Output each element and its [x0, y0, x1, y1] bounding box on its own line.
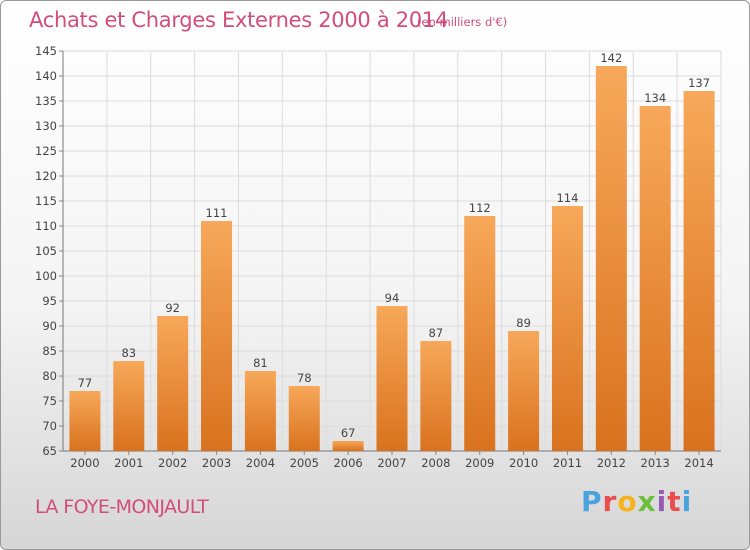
bar — [420, 341, 452, 451]
data-label: 87 — [429, 326, 444, 340]
x-tick-label: 2012 — [597, 456, 626, 470]
data-label: 111 — [206, 206, 228, 220]
x-tick-label: 2003 — [202, 456, 231, 470]
bar — [288, 386, 320, 451]
y-tick-label: 95 — [42, 294, 57, 308]
x-tick-label: 2011 — [553, 456, 582, 470]
data-label: 112 — [469, 201, 491, 215]
bar — [157, 316, 189, 451]
x-tick-label: 2000 — [70, 456, 99, 470]
bar — [639, 106, 671, 451]
bar — [332, 441, 364, 451]
x-tick-label: 2010 — [509, 456, 538, 470]
bar — [595, 66, 627, 451]
y-tick-label: 90 — [42, 319, 57, 333]
y-tick-label: 100 — [35, 269, 57, 283]
data-label: 92 — [165, 301, 180, 315]
labels: 65 70 75 80 85 90 95 100 105 110 115 120 125 130 135 14… — [35, 44, 714, 470]
brand-letter: P — [581, 485, 603, 518]
y-tick-label: 110 — [35, 219, 57, 233]
data-label: 77 — [78, 376, 93, 390]
bar — [551, 206, 583, 451]
bars — [69, 66, 715, 451]
data-label: 114 — [556, 191, 578, 205]
data-label: 67 — [341, 426, 356, 440]
data-label: 137 — [688, 76, 710, 90]
x-tick-label: 2009 — [465, 456, 494, 470]
brand-letter: o — [617, 485, 638, 518]
x-tick-label: 2007 — [377, 456, 406, 470]
x-tick-label: 2001 — [114, 456, 143, 470]
proxiti-logo[interactable]: Proxiti — [581, 485, 692, 518]
bar — [508, 331, 540, 451]
y-tick-label: 85 — [42, 344, 57, 358]
commune-name: LA FOYE-MONJAULT — [35, 496, 209, 518]
bar — [69, 391, 101, 451]
data-label: 83 — [121, 346, 136, 360]
y-tick-label: 75 — [42, 394, 57, 408]
bar — [376, 306, 408, 451]
x-tick-label: 2013 — [641, 456, 670, 470]
y-tick-label: 135 — [35, 94, 57, 108]
bar — [201, 221, 233, 451]
bar — [464, 216, 496, 451]
y-tick-label: 65 — [42, 444, 57, 458]
bar — [113, 361, 145, 451]
bar — [244, 371, 276, 451]
y-tick-label: 115 — [35, 194, 57, 208]
y-tick-label: 140 — [35, 69, 57, 83]
data-label: 142 — [600, 51, 622, 65]
y-tick-label: 125 — [35, 144, 57, 158]
data-label: 134 — [644, 91, 666, 105]
brand-letter: x — [637, 485, 657, 518]
y-tick-label: 70 — [42, 419, 57, 433]
y-tick-label: 130 — [35, 119, 57, 133]
chart-unit: (en milliers d'€) — [417, 15, 508, 29]
y-tick-label: 145 — [35, 44, 57, 58]
y-tick-label: 105 — [35, 244, 57, 258]
x-tick-label: 2008 — [421, 456, 450, 470]
x-tick-label: 2002 — [158, 456, 187, 470]
x-tick-label: 2006 — [333, 456, 362, 470]
brand-letter: r — [602, 485, 618, 518]
data-label: 89 — [516, 316, 531, 330]
bar — [683, 91, 715, 451]
x-tick-label: 2014 — [684, 456, 713, 470]
data-label: 94 — [385, 291, 400, 305]
brand-letter: t — [667, 485, 682, 518]
brand-letter: i — [656, 485, 668, 518]
chart-title: Achats et Charges Externes 2000 à 2014 — [29, 8, 449, 32]
data-label: 81 — [253, 356, 268, 370]
y-tick-label: 120 — [35, 169, 57, 183]
x-tick-label: 2005 — [290, 456, 319, 470]
y-tick-label: 80 — [42, 369, 57, 383]
data-label: 78 — [297, 371, 312, 385]
brand-letter: i — [681, 485, 693, 518]
x-tick-label: 2004 — [246, 456, 275, 470]
